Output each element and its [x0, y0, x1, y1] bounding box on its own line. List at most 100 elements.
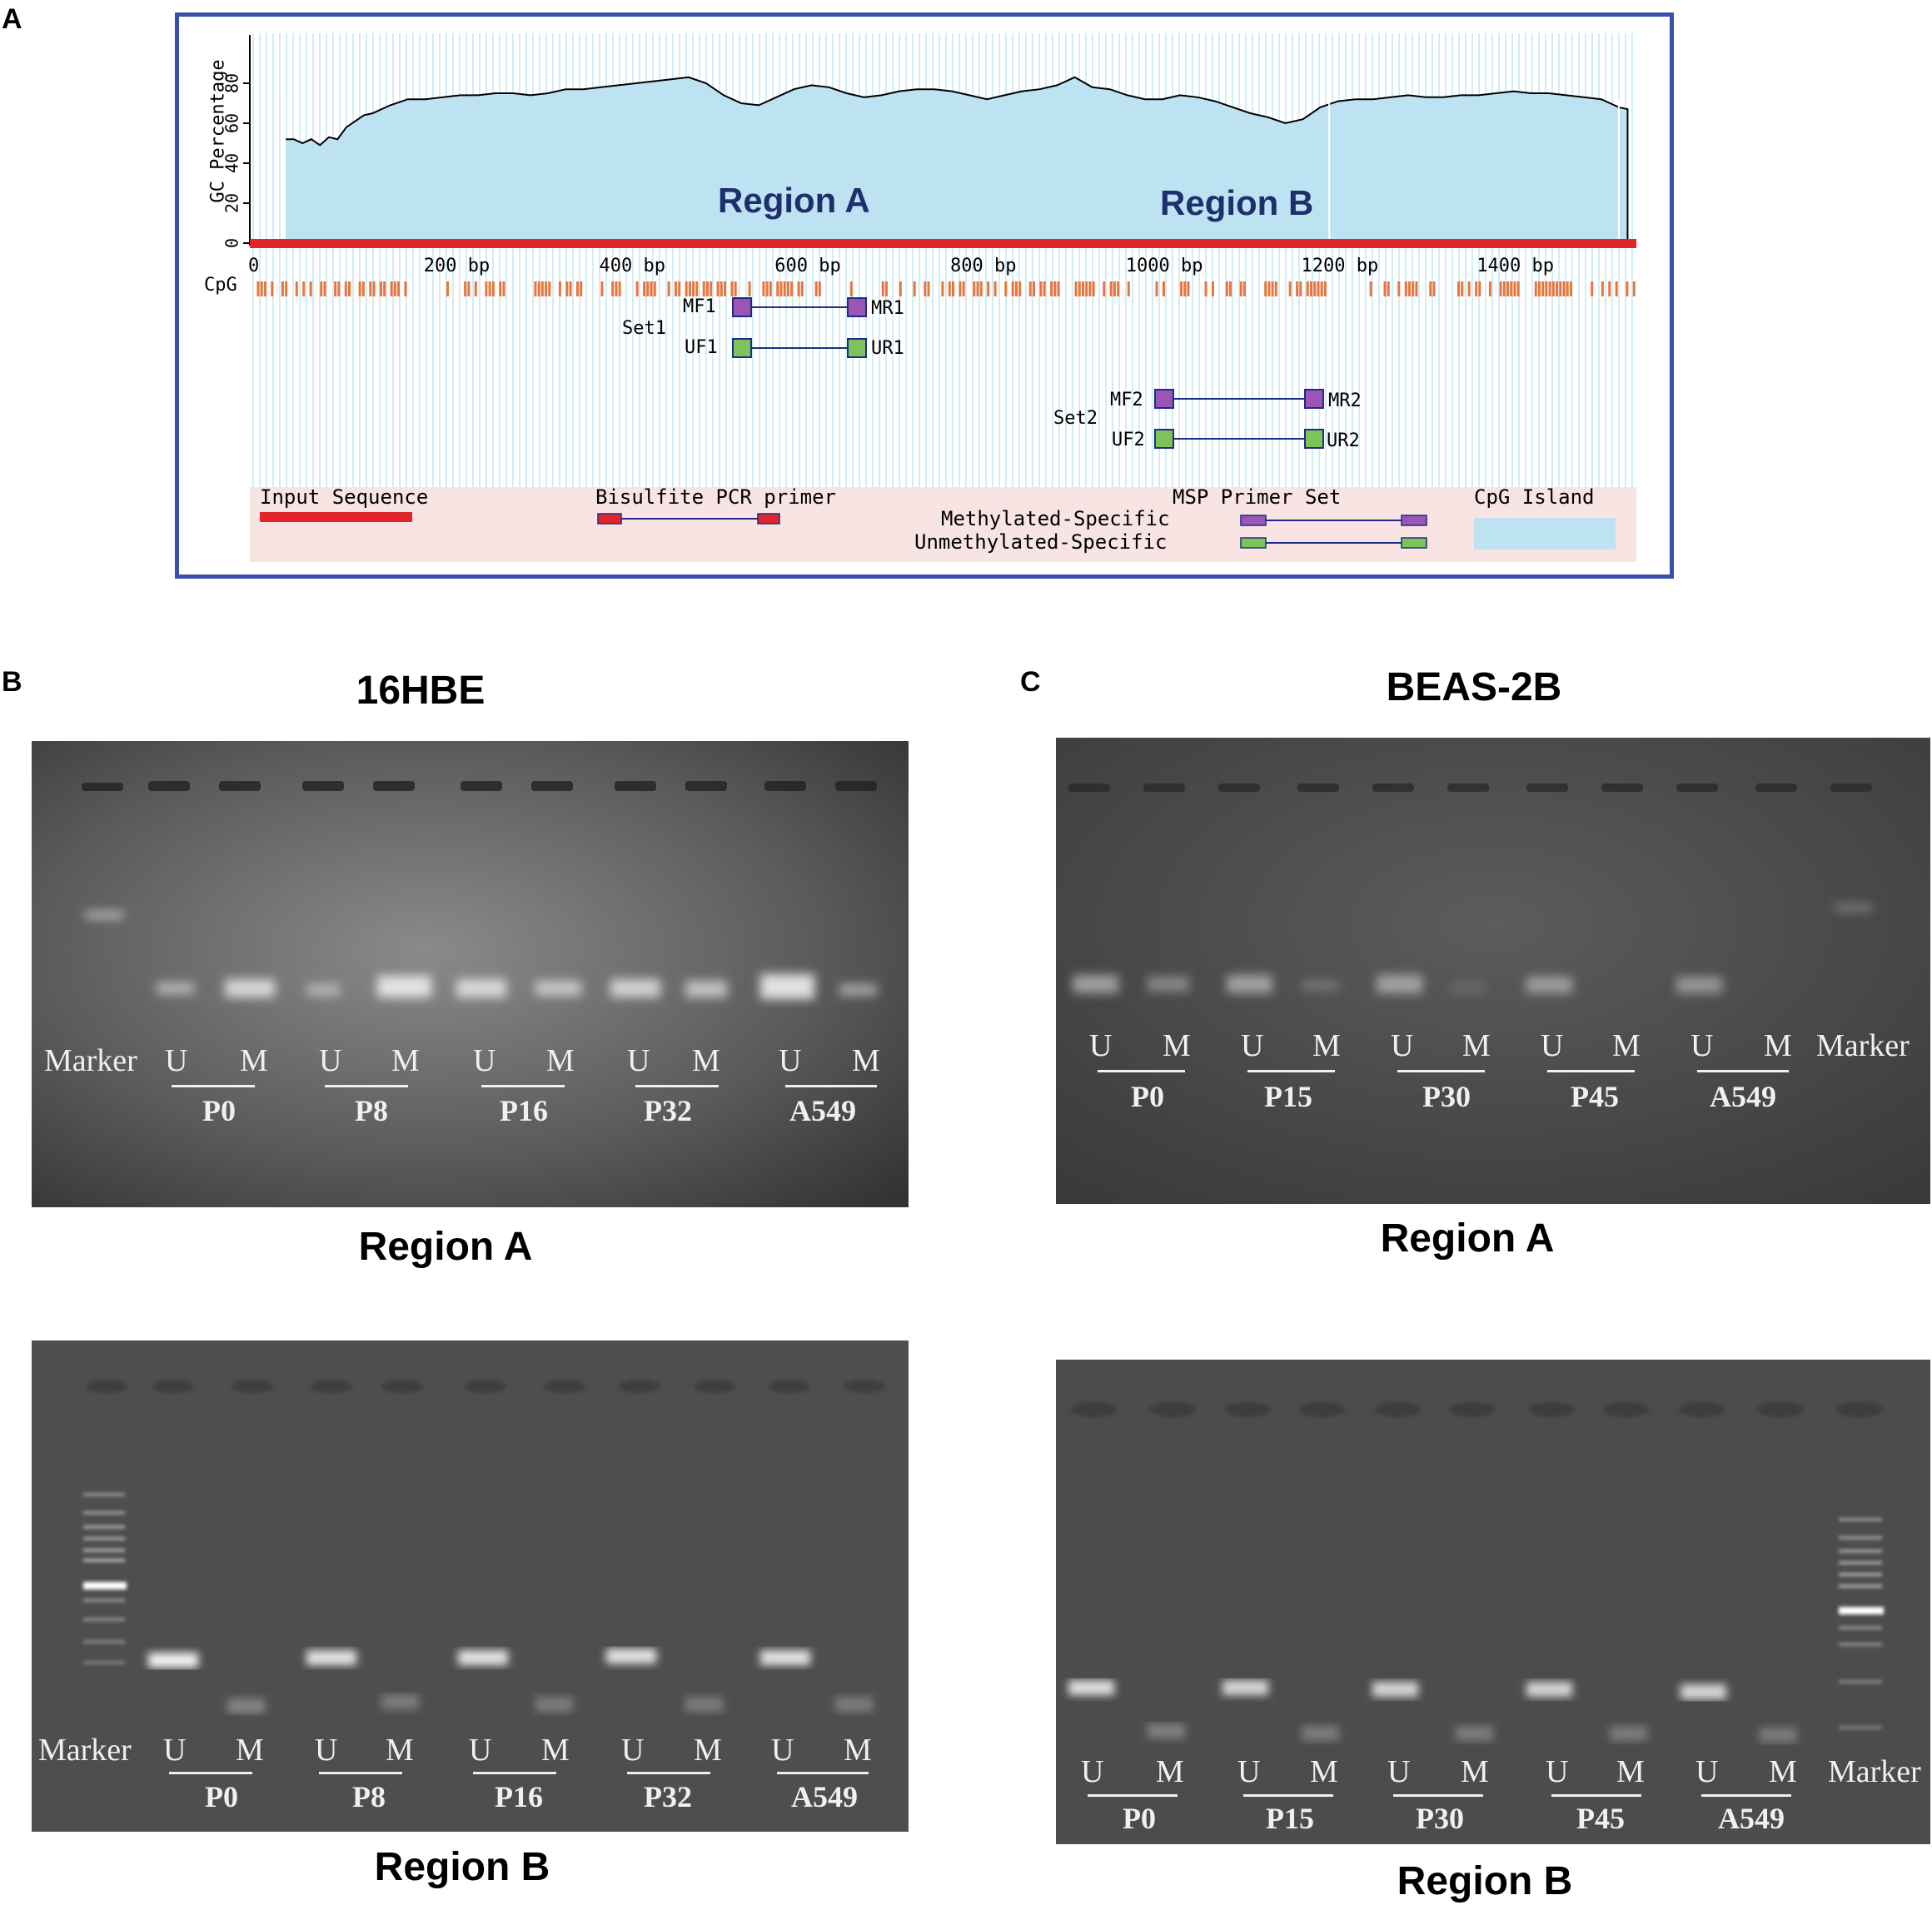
mf2-primer — [1154, 389, 1174, 409]
cpg-site-mark — [685, 281, 688, 296]
cpg-site-mark — [973, 281, 976, 296]
cpg-site-mark — [1274, 281, 1277, 296]
cpg-site-mark — [881, 281, 884, 296]
cpg-site-mark — [1499, 281, 1502, 296]
marker-ladder — [83, 1493, 127, 1664]
panel-label-a: A — [2, 3, 22, 35]
cpg-site-mark — [1088, 281, 1092, 296]
cpg-site-mark — [1408, 281, 1412, 296]
group-label-a549: A549 — [1718, 1802, 1785, 1835]
lane-label-u: U — [469, 1733, 492, 1768]
cpg-site-mark — [800, 281, 804, 296]
cpg-site-mark — [695, 281, 699, 296]
legend-input-swatch — [260, 512, 412, 522]
cpg-site-mark — [1475, 281, 1478, 296]
cpg-site-mark — [1264, 281, 1267, 296]
lane-label-m: M — [1612, 1028, 1641, 1063]
lane-label-u: U — [315, 1733, 338, 1768]
cpg-site-mark — [797, 281, 800, 296]
cpg-site-mark — [1516, 281, 1520, 296]
lane-label-u: U — [163, 1733, 187, 1768]
cpg-site-mark — [650, 281, 653, 296]
cpg-site-mark — [393, 281, 396, 296]
cpg-site-mark — [716, 281, 720, 296]
cpg-site-mark — [1271, 281, 1274, 296]
gel-image — [32, 741, 909, 1207]
cpg-site-mark — [814, 281, 818, 296]
lane-label-u: U — [1541, 1028, 1564, 1063]
mr1-label: MR1 — [871, 298, 904, 319]
mr1-primer — [847, 297, 867, 317]
set1-label: Set1 — [622, 318, 666, 339]
cpg-site-mark — [941, 281, 944, 296]
lane-label-m: M — [391, 1043, 420, 1078]
cpg-site-mark — [1078, 281, 1081, 296]
lane-label-u: U — [621, 1733, 645, 1768]
cpg-site-mark — [1591, 281, 1594, 296]
group-label-p45: P45 — [1576, 1802, 1625, 1835]
cpg-site-mark — [702, 281, 705, 296]
lane-label-m: M — [1312, 1028, 1341, 1063]
cpg-site-mark — [1608, 281, 1611, 296]
lane-label-m: M — [240, 1043, 268, 1078]
group-label-p0: P0 — [205, 1780, 238, 1813]
cpg-site-mark — [502, 281, 505, 296]
cpg-site-mark — [913, 281, 916, 296]
cpg-site-mark — [720, 281, 723, 296]
cpg-site-mark — [1309, 281, 1312, 296]
group-label-p45: P45 — [1571, 1080, 1619, 1113]
cpg-site-mark — [705, 281, 709, 296]
x-tick-label: 1400 bp — [1476, 256, 1554, 276]
group-label-p30: P30 — [1416, 1802, 1464, 1835]
cpg-site-mark — [884, 281, 888, 296]
cpg-site-mark — [653, 281, 656, 296]
cpg-site-mark — [1397, 281, 1401, 296]
cpg-site-mark — [1537, 281, 1541, 296]
cpg-site-mark — [467, 281, 471, 296]
cpg-site-mark — [1032, 281, 1035, 296]
group-label-p15: P15 — [1264, 1080, 1312, 1113]
cpg-site-mark — [295, 281, 298, 296]
cpg-site-mark — [987, 281, 990, 296]
cpg-site-mark — [1461, 281, 1464, 296]
lane-label-m: M — [1462, 1028, 1491, 1063]
y-tick-label: 20 — [222, 193, 242, 213]
lane-label-m: M — [694, 1733, 722, 1768]
x-tick-label: 0 — [248, 256, 259, 276]
cpg-site-mark — [643, 281, 646, 296]
lane-label-m: M — [236, 1733, 264, 1768]
set2-label: Set2 — [1053, 408, 1098, 429]
group-label-p16: P16 — [495, 1780, 543, 1813]
region-a-label: Region A — [718, 181, 870, 220]
lane-label-m: M — [852, 1043, 880, 1078]
cpg-site-mark — [1432, 281, 1436, 296]
gc-area — [285, 77, 1628, 243]
marker-ladder — [1839, 1518, 1884, 1729]
cpg-site-mark — [565, 281, 569, 296]
group-label-p8: P8 — [355, 1094, 388, 1127]
cpg-site-mark — [488, 281, 491, 296]
cpg-site-mark — [849, 281, 853, 296]
cpg-site-mark — [1569, 281, 1572, 296]
cpg-site-mark — [646, 281, 650, 296]
lane-label-u: U — [1081, 1754, 1104, 1789]
group-label-a549: A549 — [1710, 1080, 1776, 1113]
mr2-label: MR2 — [1328, 390, 1362, 411]
cpg-site-mark — [1211, 281, 1214, 296]
cpg-site-mark — [1239, 281, 1242, 296]
group-label-p8: P8 — [352, 1780, 386, 1813]
cpg-site-mark — [263, 281, 266, 296]
cpg-site-mark — [285, 281, 288, 296]
cpg-site-mark — [765, 281, 769, 296]
cpg-site-mark — [790, 281, 794, 296]
cpg-site-mark — [569, 281, 572, 296]
cpg-site-mark — [927, 281, 930, 296]
lane-label-u: U — [1391, 1028, 1414, 1063]
cpg-site-mark — [1369, 281, 1372, 296]
cpg-site-mark — [1242, 281, 1246, 296]
cpg-site-mark — [1502, 281, 1506, 296]
cpg-site-mark — [1288, 281, 1292, 296]
cpg-site-mark — [1296, 281, 1299, 296]
cpg-site-mark — [688, 281, 691, 296]
gel-beas2b-region-b: U M U M U M U M U M Marker P0 P15 P30 P4… — [1056, 1360, 1930, 1844]
